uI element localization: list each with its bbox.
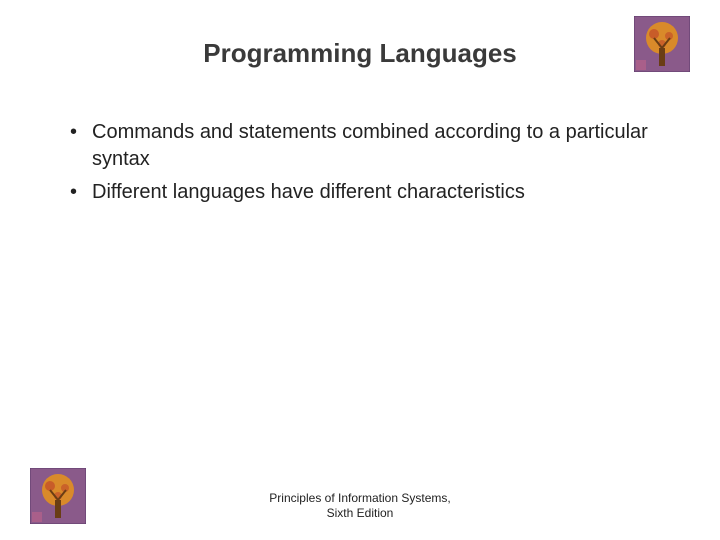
bullet-item: Different languages have different chara… (70, 179, 670, 206)
bullet-item: Commands and statements combined accordi… (70, 119, 670, 173)
footer: Principles of Information Systems, Sixth… (0, 491, 720, 522)
footer-line1: Principles of Information Systems, (0, 491, 720, 507)
logo-top (634, 16, 690, 72)
slide-title: Programming Languages (50, 38, 670, 69)
slide: Programming Languages Commands and state… (0, 0, 720, 540)
bullet-list: Commands and statements combined accordi… (50, 119, 670, 206)
footer-line2: Sixth Edition (0, 506, 720, 522)
